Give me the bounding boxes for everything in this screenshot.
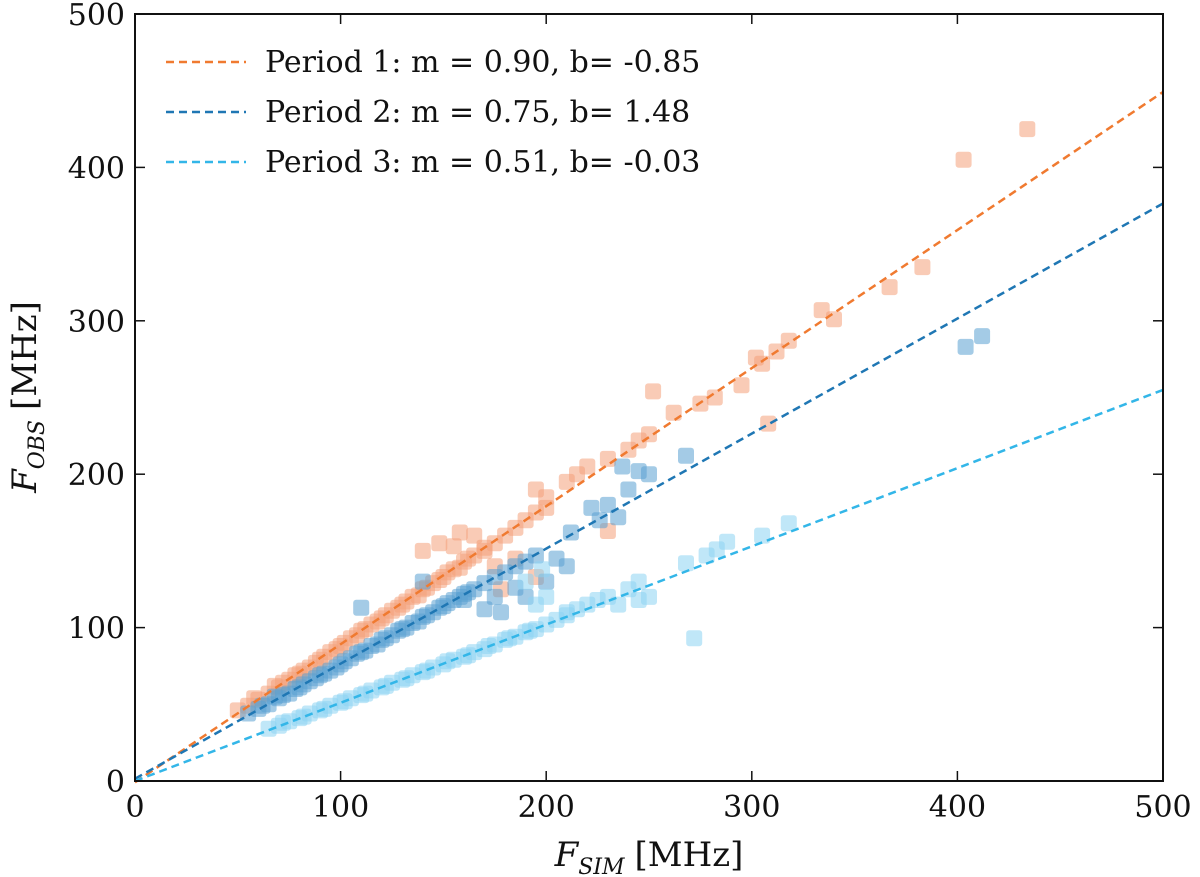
legend: Period 1: m = 0.90, b= -0.85 Period 2: m… [166,45,700,180]
point-period-1 [445,538,462,555]
point-period-1 [599,450,616,467]
x-tick-label: 0 [125,790,144,825]
point-period-1 [579,458,596,475]
x-tick-labels: 0 100 200 300 400 500 [125,790,1191,825]
point-period-1 [414,542,431,559]
point-period-3 [377,677,394,694]
point-period-3 [610,596,627,613]
point-period-2 [538,573,555,590]
point-period-3 [501,630,518,647]
point-period-1 [460,550,477,567]
point-period-2 [456,592,472,608]
fit-lines-layer [134,90,1164,784]
y-tick-label: 300 [68,305,125,340]
point-period-2 [599,496,616,513]
point-period-2 [493,604,509,621]
points-layer [229,121,1036,737]
point-period-3 [534,561,551,578]
ticks-layer [134,13,1164,782]
point-period-1 [826,311,842,328]
point-period-2 [254,697,271,714]
x-tick-label: 400 [929,790,986,825]
point-period-3 [719,533,736,550]
point-period-3 [439,653,456,670]
point-period-2 [583,499,600,516]
y-axis-label: FOBS[MHz] [5,301,50,494]
point-period-3 [517,573,534,590]
x-tick-label: 500 [1134,790,1191,825]
point-period-2 [620,481,637,498]
y-tick-label: 0 [106,765,125,800]
point-period-1 [760,415,777,432]
x-tick-label: 100 [312,790,369,825]
point-period-2 [369,636,386,653]
point-period-2 [678,447,694,464]
point-period-3 [295,708,312,725]
point-period-2 [957,338,974,355]
point-period-2 [307,670,324,687]
point-period-1 [914,259,931,276]
point-period-1 [431,535,448,552]
point-period-1 [706,389,723,406]
x-tick-label: 200 [518,790,575,825]
point-period-2 [431,599,448,616]
point-period-2 [974,328,991,345]
point-period-3 [780,515,797,532]
x-tick-label: 300 [723,790,780,825]
y-tick-labels: 0 100 200 300 400 500 [68,0,125,800]
point-period-1 [645,383,662,400]
point-period-2 [610,509,627,526]
x-axis-label: FSIM [MHz] [554,835,744,877]
point-period-1 [733,377,750,394]
fit-line-period-3 [134,388,1164,783]
legend-label-period-1: Period 1: m = 0.90, b= -0.85 [265,45,700,80]
point-period-1 [439,564,456,581]
point-period-2 [486,588,503,605]
y-tick-label: 500 [68,0,125,33]
point-period-2 [414,573,431,590]
point-period-1 [881,279,898,296]
y-tick-label: 200 [68,458,125,493]
point-period-1 [538,489,555,506]
point-period-1 [955,151,972,168]
point-period-1 [665,404,682,421]
point-period-2 [558,558,575,575]
point-period-1 [641,426,657,443]
legend-label-period-2: Period 2: m = 0.75, b= 1.48 [265,95,690,130]
y-tick-label: 400 [68,151,125,186]
point-period-2 [562,524,579,541]
point-period-3 [641,588,657,605]
point-period-3 [538,588,555,605]
point-period-3 [678,555,694,572]
point-period-3 [558,604,575,621]
point-period-3 [357,685,374,702]
fit-line-period-2 [134,202,1164,780]
point-period-3 [686,630,703,647]
legend-label-period-3: Period 3: m = 0.51, b= -0.03 [265,145,700,180]
plot-frame [134,13,1164,782]
point-period-2 [614,458,631,475]
point-period-2 [476,601,493,618]
point-period-1 [466,527,483,544]
y-tick-label: 100 [68,612,125,647]
point-period-1 [813,302,830,319]
point-period-3 [275,714,291,731]
point-period-3 [630,573,647,590]
point-period-1 [1019,121,1036,138]
point-period-2 [641,466,657,483]
fit-line-period-1 [134,90,1164,784]
point-period-1 [451,524,468,541]
point-period-2 [353,599,370,616]
point-period-3 [754,527,771,544]
point-period-1 [476,542,493,559]
